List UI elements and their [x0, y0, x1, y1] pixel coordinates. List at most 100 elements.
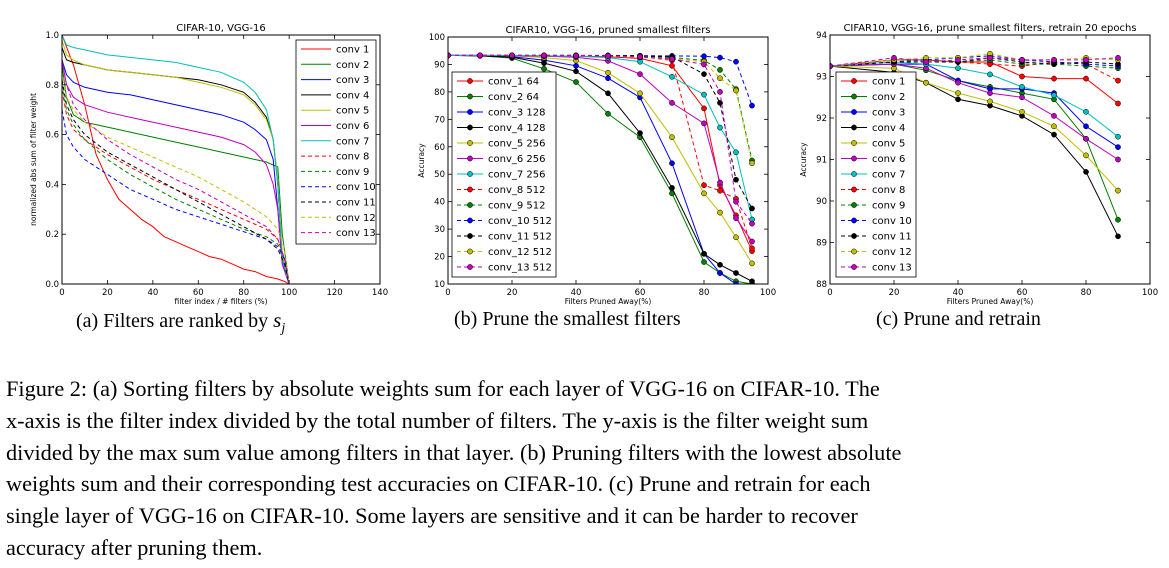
caption-line-5: single layer of VGG-16 on CIFAR-10. Some… — [6, 503, 858, 529]
chart-1-ylabel: normalized abs sum of filter weight — [29, 93, 38, 226]
chart-1-series-12-line — [62, 72, 290, 284]
chart-3-series-7-point — [1019, 84, 1025, 90]
chart-1-xtick-label: 40 — [147, 288, 158, 298]
chart-1-series-7-line — [62, 35, 290, 284]
chart-2-legend-label: conv_13 512 — [488, 263, 552, 274]
chart-2-series-4-point — [637, 130, 643, 136]
chart-2-series-5-point — [669, 134, 675, 141]
chart-2-series-4-point — [717, 261, 723, 268]
chart-3-legend-marker — [851, 202, 857, 208]
chart-3-legend-marker — [851, 140, 857, 146]
chart-1-xtick-label: 100 — [281, 288, 297, 298]
chart-2-legend-label: conv_9 512 — [488, 201, 546, 212]
chart-1-legend-label: conv 13 — [336, 228, 376, 239]
chart-2-series-13-point — [749, 220, 755, 227]
chart-2-series-12-point — [733, 87, 739, 94]
chart-2-ytick-label: 70 — [434, 115, 445, 125]
chart-2-legend-label: conv_5 256 — [488, 139, 546, 150]
chart-3-series-3-point — [1115, 144, 1121, 150]
chart-1-xtick-label: 120 — [326, 288, 342, 298]
chart-3-series-5-point — [923, 79, 929, 86]
chart-1-series-4-line — [62, 47, 290, 284]
caption-line-3: divided by the max sum value among filte… — [6, 439, 902, 465]
caption-line-1: Figure 2: (a) Sorting filters by absolut… — [6, 376, 880, 401]
chart-1-legend-label: conv 5 — [336, 106, 369, 117]
chart-2-series-9-point — [717, 67, 723, 73]
chart-3-legend-marker — [851, 93, 857, 100]
chart-3-series-10-line — [830, 55, 1119, 67]
chart-2-series-10-point — [749, 102, 755, 109]
chart-3-series-5-point — [1083, 152, 1089, 159]
chart-1-legend-label: conv 2 — [336, 60, 369, 71]
chart-2-legend-marker — [467, 78, 473, 84]
chart-2-legend-label: conv_7 256 — [488, 170, 546, 181]
chart-1-ytick-label: 1.0 — [45, 31, 59, 41]
chart-3-series-7-point — [1051, 92, 1057, 99]
chart-2-series-10-point — [717, 54, 723, 61]
chart-1-legend-box — [295, 39, 377, 245]
chart-2-ytick-label: 20 — [434, 253, 445, 263]
chart-2-series-5-point — [605, 69, 611, 76]
chart-3-series-3-point — [1083, 123, 1089, 130]
chart-3-ytick-label: 89 — [816, 239, 827, 249]
chart-2-legend-label: conv_10 512 — [488, 216, 552, 227]
chart-2-legend-marker — [467, 248, 473, 255]
chart-2-series-7-point — [733, 149, 739, 156]
chart-2-series-13-point — [605, 53, 611, 59]
chart-3-series-6-point — [955, 79, 961, 86]
chart-3-legend-label: conv 9 — [872, 201, 905, 212]
chart-2-legend-marker — [467, 124, 473, 131]
chart-1-legend-label: conv 4 — [336, 90, 369, 101]
chart-2-series-13-point — [509, 52, 515, 59]
subcaption-a-symbol: s — [273, 308, 282, 332]
chart-2-series-3-point — [573, 62, 579, 69]
chart-3-series-7-point — [1115, 133, 1121, 140]
chart-1-xtick-label: 60 — [193, 288, 204, 298]
chart-3-xtick-label: 20 — [889, 288, 900, 298]
chart-3-series-5-point — [1115, 187, 1121, 194]
chart-3-xtick-label: 60 — [1017, 288, 1028, 298]
chart-3-ytick-label: 92 — [816, 114, 827, 124]
chart-2-series-12-point — [749, 160, 755, 167]
chart-3-series-1-point — [1019, 73, 1025, 80]
chart-3-series-11-line — [830, 57, 1119, 67]
chart-3-legend-label: conv 3 — [872, 108, 905, 119]
chart-2-legend-marker — [467, 233, 473, 239]
figure-caption: Figure 2: (a) Sorting filters by absolut… — [6, 373, 1156, 564]
chart-2-series-5-point — [749, 260, 755, 267]
chart-1-legend-label: conv 7 — [336, 136, 369, 147]
chart-3-legend-marker — [851, 248, 857, 255]
chart-2-legend-marker — [467, 202, 473, 208]
chart-2-legend-marker — [467, 93, 473, 100]
chart-1-series-6-line — [62, 59, 290, 284]
chart-3-xtick-label: 80 — [1081, 288, 1092, 298]
figure-canvas: 0 20 40 60 80 100 120 1400.00.20.40.60.81.0CIFA… — [29, 23, 1158, 306]
chart-3-series-4-point — [1115, 233, 1121, 240]
chart-1-xtick-label: 0 — [59, 288, 64, 298]
chart-2-series-13-point — [448, 52, 451, 59]
subcaption-c: (c) Prune and retrain — [876, 308, 1041, 330]
chart-3-legend-marker — [851, 217, 857, 224]
chart-2-ytick-label: 50 — [434, 170, 445, 180]
chart-2-series-7-point — [669, 73, 675, 80]
chart-2-series-8-point — [701, 182, 707, 189]
chart-3-series-8-point — [1115, 77, 1121, 84]
chart-2-series-5-point — [733, 234, 739, 241]
chart-3-series-13-point — [1115, 54, 1121, 61]
chart-2-ytick-label: 30 — [434, 225, 445, 235]
subcaption-a-subscript: j — [281, 321, 286, 336]
chart-2-legend-marker — [467, 155, 473, 162]
chart-1-series-11-line — [62, 79, 290, 284]
chart-2-xtick-label: 40 — [571, 288, 582, 298]
chart-3-series-1-point — [1115, 100, 1121, 107]
chart-3-series-6-point — [1051, 113, 1057, 119]
chart-2-series-13-point — [733, 198, 739, 205]
chart-2-xtick-label: 100 — [760, 288, 776, 298]
chart-2-series-13-line — [448, 54, 753, 224]
chart-2-series-10-point — [733, 58, 739, 65]
chart-1-ytick-label: 0.8 — [45, 81, 59, 91]
chart-2-ytick-label: 10 — [434, 280, 445, 290]
chart-1-legend-label: conv 8 — [336, 152, 369, 163]
chart-1-legend-label: conv 9 — [336, 167, 369, 178]
chart-3-ytick-label: 91 — [816, 156, 827, 166]
